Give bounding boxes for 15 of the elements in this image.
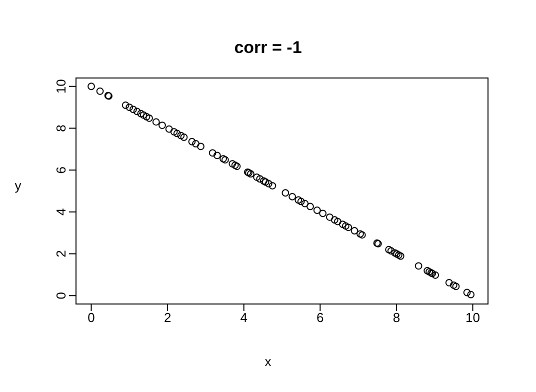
x-tick-label: 8 <box>392 310 400 326</box>
x-tick-label: 4 <box>240 310 248 326</box>
x-tick-label: 0 <box>88 310 95 326</box>
x-tick-label: 10 <box>466 310 480 326</box>
chart-title: corr = -1 <box>233 38 303 58</box>
y-tick-label: 0 <box>54 292 69 300</box>
x-axis-title: x <box>264 354 272 369</box>
y-tick-label: 8 <box>54 124 69 132</box>
y-tick-label: 2 <box>54 250 69 258</box>
x-tick-label: 2 <box>164 310 172 326</box>
y-axis-title: y <box>14 178 22 193</box>
x-tick-label: 6 <box>316 310 324 326</box>
y-tick-label: 6 <box>54 166 69 174</box>
y-tick-label: 4 <box>54 208 69 216</box>
y-tick-label: 10 <box>54 79 69 94</box>
